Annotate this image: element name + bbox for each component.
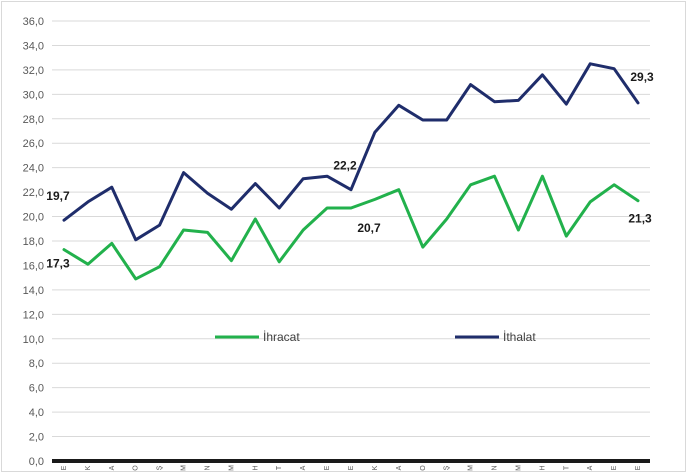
y-tick-label: 24,0 [23,163,44,175]
y-tick-label: 22,0 [23,187,44,199]
x-tick-label: N [204,465,211,470]
x-tick-label: T [563,465,570,470]
y-tick-label: 26,0 [23,138,44,150]
x-tick-label: M [228,465,235,471]
data-labels: 17,3 20,7 21,3 19,7 22,2 29,3 [46,70,654,271]
x-tick-label: A [300,465,307,470]
y-tick-label: 8,0 [29,358,44,370]
y-tick-label: 36,0 [23,16,44,28]
data-label: 20,7 [357,221,381,235]
y-tick-label: 18,0 [23,236,44,248]
x-tick-label: H [252,465,259,470]
x-tick-label: E [635,465,642,470]
series-line-ihracat [62,174,640,281]
x-tick-label: O [133,465,140,471]
data-label: 22,2 [333,159,357,173]
data-label: 21,3 [628,212,652,226]
x-tick-label: E [61,465,68,470]
y-axis-ticks: 0,0 2,0 4,0 6,0 8,0 10,0 12,0 14,0 16,0 18,0 20,0 2… [23,16,44,468]
x-tick-label: M [181,465,188,471]
y-tick-label: 0,0 [29,456,44,468]
y-tick-label: 4,0 [29,407,44,419]
y-tick-label: 6,0 [29,383,44,395]
x-tick-label: M [468,465,475,471]
x-tick-label: E [324,465,331,470]
x-tick-label: O [420,465,427,471]
gridlines [52,20,650,438]
x-tick-label: T [276,465,283,470]
y-tick-label: 20,0 [23,212,44,224]
x-tick-label: A [109,465,116,470]
y-tick-label: 32,0 [23,65,44,77]
x-tick-label: E [611,465,618,470]
x-tick-label: E [348,465,355,470]
x-tick-label: N [492,465,499,470]
y-tick-label: 34,0 [23,40,44,52]
x-tick-label: H [539,465,546,470]
data-label: 19,7 [46,189,70,203]
legend-label: İhracat [263,330,300,344]
x-tick-label: K [372,465,379,470]
series-lines [62,62,640,281]
x-tick-label: M [515,465,522,471]
y-tick-label: 30,0 [23,89,44,101]
legend: İhracat İthalat [215,330,536,344]
x-tick-label: A [396,465,403,470]
x-tick-label: A [587,465,594,470]
data-label: 29,3 [630,70,654,84]
series-line-ithalat [62,62,640,242]
y-tick-label: 10,0 [23,334,44,346]
y-tick-label: 16,0 [23,260,44,272]
x-tick-label: K [85,465,92,470]
y-tick-label: 12,0 [23,309,44,321]
x-tick-label: Ş [444,465,451,470]
y-tick-label: 14,0 [23,285,44,297]
y-tick-label: 2,0 [29,432,44,444]
y-tick-label: 28,0 [23,114,44,126]
x-tick-label: Ş [157,465,164,470]
legend-label: İthalat [503,330,536,344]
data-label: 17,3 [46,257,70,271]
